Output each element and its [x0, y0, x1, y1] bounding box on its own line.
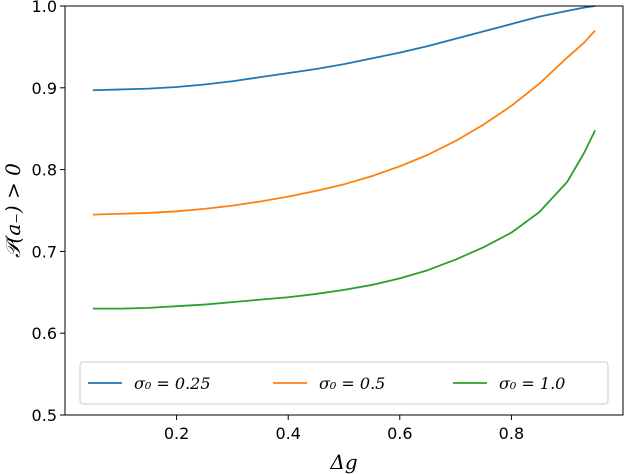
y-axis: 0.5 0.6 0.7 0.8 0.9 1.0 — [32, 0, 65, 425]
x-tick-label: 0.4 — [275, 424, 300, 443]
x-axis-title: Δg — [329, 450, 357, 474]
x-tick-label: 0.6 — [387, 424, 412, 443]
y-tick-label: 1.0 — [32, 0, 57, 16]
legend-label: σ₀ = 0.5 — [319, 374, 385, 393]
legend-label: σ₀ = 0.25 — [134, 374, 211, 393]
y-tick-label: 0.9 — [32, 79, 57, 98]
y-tick-label: 0.5 — [32, 406, 57, 425]
x-tick-label: 0.2 — [164, 424, 189, 443]
plot-frame — [64, 5, 624, 416]
legend-label: σ₀ = 1.0 — [499, 374, 565, 393]
legend: σ₀ = 0.25 σ₀ = 0.5 σ₀ = 1.0 — [79, 361, 609, 405]
y-tick-label: 0.6 — [32, 324, 57, 343]
legend-box — [79, 361, 609, 405]
y-tick-label: 0.8 — [32, 161, 57, 180]
series-line — [92, 129, 596, 310]
y-tick-label: 0.7 — [32, 242, 57, 261]
x-tick-label: 0.8 — [499, 424, 524, 443]
x-axis: 0.2 0.4 0.6 0.8 — [164, 415, 524, 443]
series-line — [92, 29, 596, 216]
y-axis-title: 𝒫(a₋) > 0 — [1, 163, 25, 258]
series-line — [92, 5, 596, 92]
series-layer — [92, 5, 596, 310]
